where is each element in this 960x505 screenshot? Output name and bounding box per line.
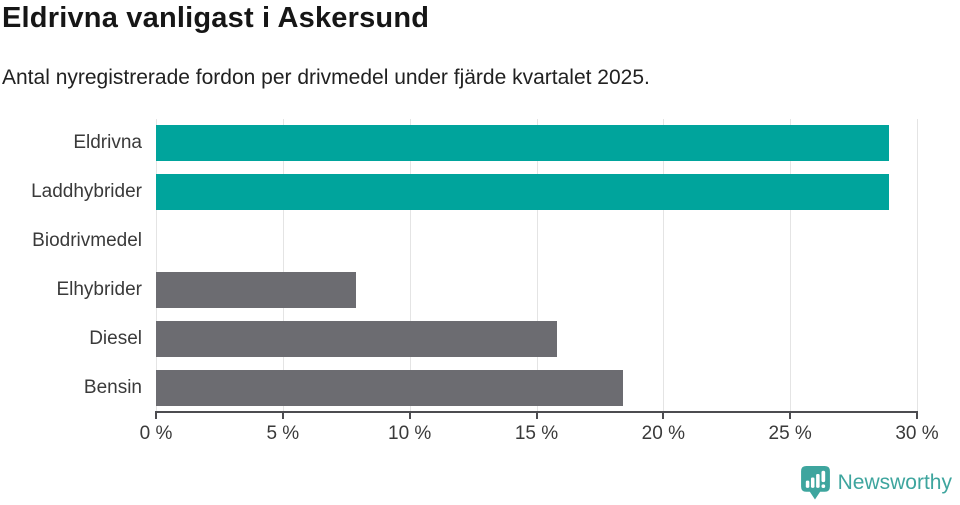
gridline-15 — [536, 119, 538, 412]
category-label-elhybrider: Elhybrider — [56, 278, 142, 300]
bar-row-diesel — [156, 314, 917, 363]
tick-label-20: 20 % — [641, 423, 685, 444]
bar-row-elhybrider — [156, 265, 917, 314]
bar-elhybrider — [156, 271, 357, 308]
bar-row-biodrivmedel — [156, 217, 917, 266]
chart-area: Eldrivna Laddhybrider Biodrivmedel Elhybrid… — [0, 119, 960, 412]
tick-25 — [789, 413, 792, 419]
plot-area — [156, 119, 918, 412]
gridline-10 — [409, 119, 411, 412]
tick-label-0: 0 % — [139, 423, 173, 444]
tick-20 — [662, 413, 665, 419]
tick-10 — [408, 413, 411, 419]
tick-label-10: 10 % — [388, 423, 432, 444]
bar-row-bensin — [156, 363, 917, 412]
tick-label-25: 25 % — [768, 423, 812, 444]
x-axis-ticks — [155, 413, 918, 420]
x-axis-labels: 0 % 5 % 10 % 15 % 20 % 25 % 30 % — [140, 423, 939, 445]
gridline-0 — [156, 119, 157, 412]
tick-15 — [535, 413, 538, 419]
bar-row-eldrivna — [156, 119, 917, 168]
tick-30 — [916, 413, 918, 419]
bar-row-laddhybrider — [156, 168, 917, 217]
chart-title: Eldrivna vanligast i Askersund — [2, 2, 430, 34]
tick-5 — [281, 413, 284, 419]
newsworthy-brand-text: Newsworthy — [837, 471, 952, 494]
gridline-20 — [663, 119, 665, 412]
x-axis-line — [155, 411, 918, 413]
category-label-eldrivna: Eldrivna — [73, 132, 142, 154]
tick-label-15: 15 % — [514, 423, 559, 444]
category-label-bensin: Bensin — [83, 376, 142, 398]
chart-subtitle: Antal nyregistrerade fordon per drivmede… — [2, 66, 650, 89]
tick-label-5: 5 % — [266, 423, 300, 444]
bar-bensin — [156, 369, 623, 406]
bar-laddhybrider — [156, 174, 890, 211]
category-axis: Eldrivna Laddhybrider Biodrivmedel Elhybrid… — [0, 119, 142, 412]
newsworthy-brand: Newsworthy — [800, 466, 952, 500]
category-label-laddhybrider: Laddhybrider — [31, 181, 142, 203]
category-label-biodrivmedel: Biodrivmedel — [32, 230, 142, 252]
bar-series — [156, 119, 917, 412]
category-label-diesel: Diesel — [89, 327, 142, 349]
bar-diesel — [156, 320, 557, 357]
gridline-30 — [917, 119, 918, 412]
gridline-5 — [282, 119, 284, 412]
gridline-25 — [790, 119, 792, 412]
tick-0 — [155, 413, 157, 419]
newsworthy-logo-icon — [800, 466, 830, 500]
bar-eldrivna — [156, 125, 890, 162]
tick-label-30: 30 % — [895, 423, 939, 444]
